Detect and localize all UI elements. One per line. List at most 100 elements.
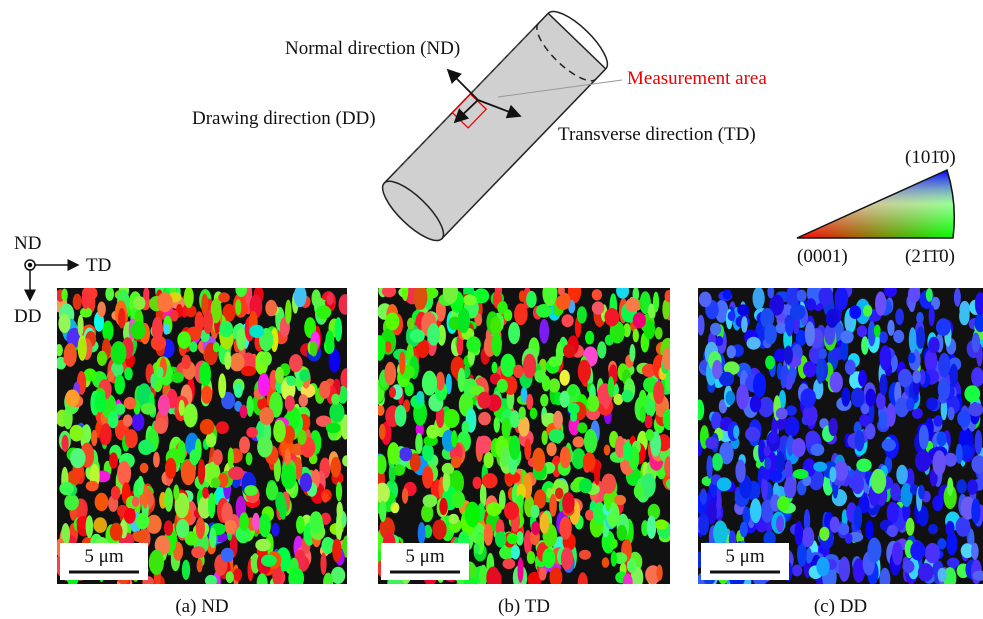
grain	[829, 467, 836, 483]
caption: (c) DD	[814, 596, 867, 617]
grain	[527, 551, 535, 564]
grain	[451, 456, 461, 468]
grain	[191, 546, 205, 558]
grain	[925, 543, 940, 563]
grain	[971, 498, 980, 524]
grain	[584, 429, 597, 454]
grain	[322, 492, 328, 502]
grain	[549, 567, 562, 588]
grain	[100, 423, 111, 445]
axis-label: ND	[14, 233, 41, 254]
grain	[737, 304, 749, 315]
grain	[523, 354, 536, 379]
grain	[605, 496, 611, 512]
grain	[109, 452, 118, 468]
grain	[289, 354, 303, 372]
grain	[326, 423, 341, 434]
grain	[786, 317, 794, 336]
grain	[908, 286, 920, 303]
grain	[861, 336, 869, 355]
grain	[765, 356, 775, 370]
grain	[65, 390, 79, 407]
grain	[793, 469, 809, 479]
grain	[622, 390, 634, 403]
grain	[957, 410, 971, 427]
grain	[316, 305, 332, 319]
grain	[157, 292, 173, 312]
grain	[874, 325, 881, 338]
grain	[556, 295, 571, 310]
grain	[892, 541, 903, 565]
grain	[448, 514, 459, 524]
grain	[509, 435, 520, 460]
grain	[466, 336, 481, 352]
grain	[524, 439, 531, 461]
grain	[399, 447, 412, 461]
grain	[750, 395, 761, 412]
grain	[805, 321, 815, 346]
grain	[700, 488, 707, 504]
grain	[70, 448, 86, 468]
caption: (b) TD	[498, 596, 550, 617]
grain	[426, 425, 439, 439]
grain	[500, 354, 515, 377]
grain	[585, 331, 594, 345]
grain	[407, 318, 415, 330]
grain	[203, 310, 213, 334]
grain	[834, 461, 848, 481]
grain	[82, 291, 90, 309]
grain	[803, 405, 818, 426]
caption: (a) ND	[175, 596, 228, 617]
grain	[764, 446, 771, 457]
grain	[784, 346, 793, 365]
grain	[948, 407, 955, 421]
grain	[259, 407, 274, 425]
grain	[219, 321, 233, 338]
grain	[118, 308, 126, 329]
grain	[858, 370, 867, 387]
grain	[656, 565, 662, 581]
grain	[141, 403, 156, 415]
grain	[698, 514, 709, 535]
grain	[285, 395, 295, 411]
grain	[199, 362, 211, 387]
grain	[510, 410, 519, 428]
grain	[286, 376, 296, 386]
grain	[211, 478, 221, 489]
grain	[93, 517, 107, 533]
grain	[111, 486, 121, 500]
grain	[623, 574, 633, 591]
grain	[653, 381, 664, 404]
grain	[246, 452, 253, 465]
grain	[811, 444, 825, 456]
grain	[617, 525, 627, 541]
grain	[226, 571, 234, 583]
grain	[777, 496, 789, 512]
grain	[213, 342, 220, 352]
grain	[235, 299, 241, 315]
grain	[463, 295, 477, 306]
grain	[645, 429, 654, 441]
grain	[246, 396, 253, 417]
grain	[390, 502, 399, 513]
grain	[838, 523, 849, 535]
grain	[910, 541, 925, 560]
grain	[339, 294, 352, 315]
grain	[854, 505, 862, 530]
grain	[402, 280, 409, 301]
grain	[235, 281, 247, 297]
grain	[784, 416, 799, 436]
grain	[717, 477, 732, 491]
grain	[436, 372, 445, 391]
grain	[893, 330, 904, 343]
grain	[149, 550, 164, 575]
grain	[536, 304, 552, 318]
grain	[954, 288, 961, 307]
label: Drawing direction (DD)	[192, 108, 376, 129]
grain	[518, 557, 524, 583]
grain	[540, 394, 548, 407]
grain	[451, 430, 457, 447]
grain	[933, 450, 946, 475]
grain	[645, 415, 653, 429]
grain	[665, 290, 674, 302]
